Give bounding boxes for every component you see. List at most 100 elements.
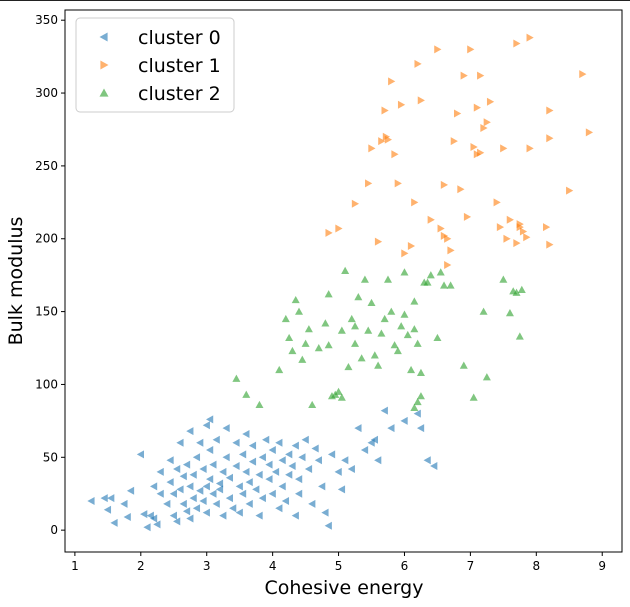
point-cluster-0 (262, 435, 270, 444)
point-cluster-0 (186, 514, 194, 523)
point-cluster-2 (314, 344, 323, 352)
legend-label: cluster 2 (138, 83, 221, 105)
point-cluster-1 (486, 97, 495, 106)
y-axis-label: Bulk modulus (5, 217, 27, 346)
point-cluster-0 (143, 523, 151, 532)
point-cluster-0 (295, 489, 303, 498)
point-cluster-0 (209, 460, 217, 469)
point-cluster-0 (337, 485, 346, 494)
legend: cluster 0 cluster 1 cluster 2 (75, 17, 235, 113)
point-cluster-2 (505, 309, 514, 317)
point-cluster-1 (397, 100, 406, 109)
point-cluster-0 (413, 409, 421, 418)
x-tick-label: 3 (203, 559, 211, 573)
point-cluster-0 (238, 450, 247, 459)
point-cluster-2 (459, 361, 468, 369)
point-cluster-0 (242, 467, 250, 476)
x-axis-label: Cohesive energy (265, 577, 424, 599)
point-cluster-0 (360, 446, 369, 455)
point-cluster-1 (440, 180, 449, 189)
point-cluster-0 (156, 467, 164, 476)
point-cluster-0 (196, 486, 204, 495)
point-cluster-0 (206, 415, 214, 424)
point-cluster-0 (192, 453, 201, 462)
point-cluster-2 (301, 339, 310, 347)
point-cluster-2 (370, 351, 379, 359)
y-tick-label: 0 (50, 523, 58, 537)
point-cluster-2 (413, 397, 422, 406)
point-cluster-0 (206, 446, 214, 455)
point-cluster-0 (120, 499, 128, 508)
point-cluster-1 (365, 179, 373, 188)
point-cluster-1 (411, 198, 419, 207)
point-cluster-0 (202, 482, 210, 491)
point-cluster-0 (271, 467, 280, 476)
point-cluster-2 (410, 325, 419, 333)
point-cluster-0 (225, 494, 233, 503)
point-cluster-2 (397, 322, 406, 330)
point-cluster-0 (209, 489, 217, 498)
point-cluster-0 (166, 478, 174, 487)
point-cluster-1 (407, 242, 416, 251)
point-cluster-0 (186, 482, 194, 491)
point-cluster-0 (291, 441, 299, 450)
point-cluster-0 (341, 456, 349, 465)
point-cluster-0 (321, 508, 329, 517)
point-cluster-0 (288, 462, 296, 471)
point-cluster-0 (202, 508, 210, 517)
point-cluster-1 (374, 237, 383, 246)
point-cluster-0 (169, 489, 177, 498)
point-cluster-0 (295, 475, 303, 484)
point-cluster-1 (427, 215, 435, 224)
point-cluster-0 (136, 450, 145, 459)
point-cluster-0 (248, 441, 257, 450)
point-cluster-2 (360, 275, 369, 283)
point-cluster-0 (278, 456, 286, 465)
point-cluster-1 (519, 227, 528, 236)
point-cluster-0 (212, 499, 220, 508)
point-cluster-1 (585, 128, 594, 137)
point-cluster-0 (189, 470, 197, 479)
point-cluster-0 (245, 499, 253, 508)
point-cluster-0 (304, 464, 313, 473)
point-cluster-1 (513, 39, 521, 48)
point-cluster-0 (268, 489, 276, 498)
point-cluster-0 (182, 460, 191, 469)
point-cluster-2 (436, 268, 445, 276)
point-cluster-0 (199, 464, 207, 473)
point-cluster-0 (222, 453, 230, 462)
point-cluster-1 (503, 234, 511, 243)
point-cluster-1 (467, 45, 475, 54)
point-cluster-0 (311, 444, 319, 453)
point-cluster-0 (149, 482, 158, 491)
point-cluster-2 (288, 346, 297, 355)
point-cluster-0 (192, 504, 201, 513)
point-cluster-0 (219, 467, 227, 476)
point-cluster-1 (384, 135, 392, 144)
point-cluster-1 (325, 228, 333, 237)
point-cluster-2 (469, 393, 478, 401)
point-cluster-0 (258, 453, 266, 462)
legend-marker (99, 88, 109, 97)
legend-label: cluster 1 (138, 55, 221, 77)
point-cluster-2 (515, 332, 524, 340)
point-cluster-0 (238, 489, 247, 498)
y-tick-label: 250 (35, 159, 58, 173)
point-cluster-1 (388, 77, 396, 86)
point-cluster-2 (400, 268, 409, 276)
point-cluster-2 (337, 393, 346, 401)
point-cluster-0 (107, 494, 115, 503)
point-cluster-0 (222, 424, 230, 433)
point-cluster-0 (206, 475, 214, 484)
point-cluster-2 (393, 346, 402, 355)
point-cluster-0 (423, 456, 431, 465)
point-cluster-1 (542, 223, 551, 232)
point-cluster-1 (480, 124, 488, 133)
point-cluster-0 (235, 508, 243, 517)
point-cluster-1 (473, 103, 481, 112)
point-cluster-2 (390, 341, 399, 349)
point-cluster-1 (381, 106, 389, 115)
point-cluster-2 (367, 298, 376, 307)
point-cluster-0 (176, 438, 184, 447)
point-cluster-2 (337, 326, 346, 334)
